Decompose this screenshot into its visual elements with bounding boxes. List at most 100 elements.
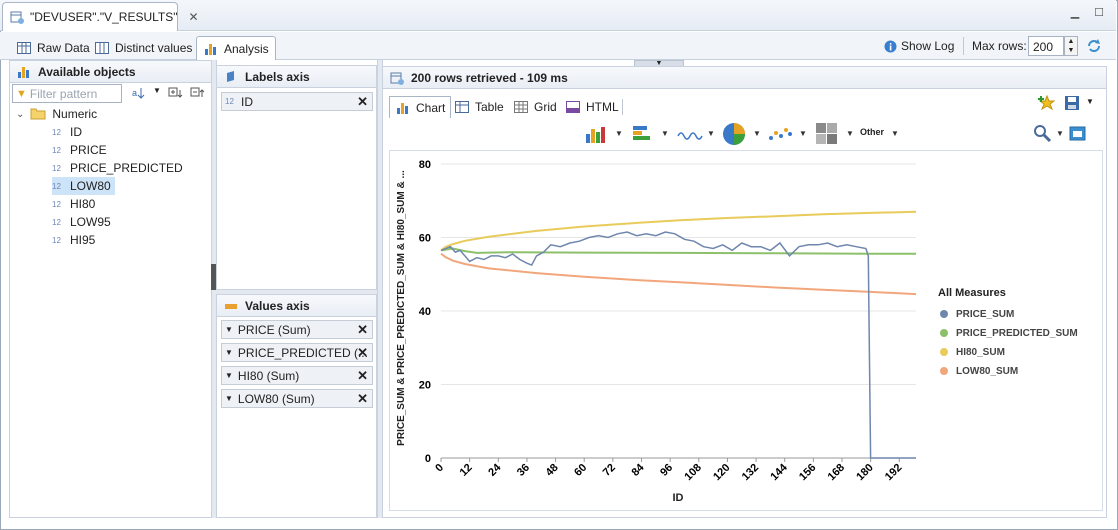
heatmap-chart-menu-arrow[interactable]: ▼ xyxy=(846,129,854,138)
max-rows-input[interactable]: 200 xyxy=(1028,36,1064,56)
numeric-type-tag: 12 xyxy=(52,182,64,191)
refresh-icon[interactable] xyxy=(1086,38,1102,57)
x-tick-label: 96 xyxy=(658,462,675,479)
settings-icon[interactable] xyxy=(1033,124,1053,145)
legend-item[interactable]: HI80_SUM xyxy=(940,344,1005,360)
other-chart-menu-arrow[interactable]: ▼ xyxy=(891,129,899,138)
values-axis-chip[interactable]: ▼ PRICE (Sum) ✕ xyxy=(221,320,373,339)
numeric-type-tag: 12 xyxy=(52,128,64,137)
query-icon xyxy=(389,70,405,86)
remove-icon[interactable]: ✕ xyxy=(357,94,368,110)
chart-tab-html[interactable]: HTML xyxy=(560,96,624,118)
scatter-chart-menu-arrow[interactable]: ▼ xyxy=(799,129,807,138)
numeric-type-tag: 12 xyxy=(52,200,64,209)
tree-item-label: HI95 xyxy=(70,233,95,247)
y-axis-label: PRICE_SUM & PRICE_PREDICTED_SUM & HI80_S… xyxy=(396,170,407,446)
toolbar-separator xyxy=(963,37,964,55)
collapse-all-icon[interactable] xyxy=(190,86,206,103)
axis-icon xyxy=(223,69,239,85)
expand-all-icon[interactable] xyxy=(168,86,184,103)
max-rows-spinner[interactable]: ▲ ▼ xyxy=(1064,36,1078,56)
series-line-low80-sum[interactable] xyxy=(441,254,916,294)
tree-item-label: LOW95 xyxy=(70,215,111,229)
numeric-type-tag: 12 xyxy=(52,236,64,245)
bar-chart-type-icon[interactable] xyxy=(585,124,607,147)
close-icon[interactable]: ✕ xyxy=(189,10,199,24)
chip-menu-arrow[interactable]: ▼ xyxy=(225,371,233,380)
chart-tab-grid[interactable]: Grid xyxy=(508,96,562,118)
heatmap-chart-type-icon[interactable] xyxy=(815,122,839,149)
chart-tab-grid-label: Grid xyxy=(534,100,557,114)
legend-title: All Measures xyxy=(938,287,1006,299)
remove-icon[interactable]: ✕ xyxy=(357,345,368,361)
y-tick-label: 80 xyxy=(419,159,431,171)
series-line-price-sum[interactable] xyxy=(441,232,916,458)
numeric-type-tag: 12 xyxy=(52,146,64,155)
tree-folder-numeric[interactable]: ⌄ Numeric xyxy=(16,105,97,123)
x-tick-label: 12 xyxy=(458,462,475,479)
hbar-chart-menu-arrow[interactable]: ▼ xyxy=(661,129,669,138)
add-favorite-icon[interactable] xyxy=(1038,94,1056,115)
save-menu-arrow[interactable]: ▼ xyxy=(1086,97,1094,106)
tree-item-label: PRICE xyxy=(70,143,107,157)
remove-icon[interactable]: ✕ xyxy=(357,368,368,384)
values-axis-chip[interactable]: ▼ PRICE_PREDICTED (... ✕ xyxy=(221,343,373,362)
bar-chart-menu-arrow[interactable]: ▼ xyxy=(615,129,623,138)
tab-analysis[interactable]: Analysis xyxy=(196,36,276,60)
settings-menu-arrow[interactable]: ▼ xyxy=(1056,129,1064,138)
values-axis-chip[interactable]: ▼ LOW80 (Sum) ✕ xyxy=(221,389,373,408)
tab-distinct-values[interactable]: Distinct values xyxy=(88,36,198,60)
x-tick-label: 84 xyxy=(629,461,647,479)
chip-menu-arrow[interactable]: ▼ xyxy=(225,348,233,357)
tab-raw-data[interactable]: Raw Data xyxy=(10,36,96,60)
remove-icon[interactable]: ✕ xyxy=(357,322,368,338)
sort-menu-arrow[interactable]: ▼ xyxy=(153,86,161,95)
scatter-chart-type-icon[interactable] xyxy=(768,124,794,147)
tree-item[interactable]: 12 HI95 xyxy=(52,231,95,249)
line-chart-menu-arrow[interactable]: ▼ xyxy=(707,129,715,138)
other-chart-button[interactable]: Other xyxy=(860,127,884,137)
pie-chart-type-icon[interactable] xyxy=(722,122,748,149)
chevron-down-icon[interactable]: ⌄ xyxy=(16,109,24,120)
hbar-chart-type-icon[interactable] xyxy=(632,124,654,147)
chart-tab-chart-label: Chart xyxy=(416,101,445,115)
numeric-type-tag: 12 xyxy=(225,97,237,106)
chart-tab-table[interactable]: Table xyxy=(449,96,509,118)
tree-item[interactable]: 12 LOW95 xyxy=(52,213,111,231)
legend-item[interactable]: PRICE_SUM xyxy=(940,306,1014,322)
series-line-price-predicted-sum[interactable] xyxy=(441,249,916,254)
measure-icon xyxy=(223,298,239,314)
available-objects-header: Available objects xyxy=(10,61,212,83)
labels-axis-chip[interactable]: 12 ID ✕ xyxy=(221,92,373,111)
tree-item[interactable]: 12 PRICE_PREDICTED xyxy=(52,159,183,177)
editor-tab[interactable]: "DEVUSER"."V_RESULTS" ✕ xyxy=(2,2,178,31)
pie-chart-menu-arrow[interactable]: ▼ xyxy=(753,129,761,138)
table-icon xyxy=(454,99,470,115)
chart-properties-icon[interactable] xyxy=(1069,124,1087,145)
tree-folder-label: Numeric xyxy=(52,107,97,121)
numeric-type-tag: 12 xyxy=(52,218,64,227)
html-icon xyxy=(565,99,581,115)
values-axis-chip-label: HI80 (Sum) xyxy=(238,369,299,383)
bar-chart-icon xyxy=(203,41,219,57)
chip-menu-arrow[interactable]: ▼ xyxy=(225,394,233,403)
tree-item[interactable]: 12 HI80 xyxy=(52,195,95,213)
remove-icon[interactable]: ✕ xyxy=(357,391,368,407)
sort-icon[interactable]: a xyxy=(132,86,148,103)
chip-menu-arrow[interactable]: ▼ xyxy=(225,325,233,334)
x-tick-label: 156 xyxy=(797,462,818,483)
legend-item[interactable]: PRICE_PREDICTED_SUM xyxy=(940,325,1078,341)
filter-input[interactable]: ▼ Filter pattern xyxy=(12,84,122,103)
maximize-icon[interactable]: ☐ xyxy=(1092,7,1106,19)
show-log-button[interactable]: Show Log xyxy=(901,39,954,53)
tree-item[interactable]: 12 LOW80 xyxy=(52,177,115,195)
line-chart-type-icon[interactable] xyxy=(677,124,705,147)
chart-tab-chart[interactable]: Chart xyxy=(389,96,451,118)
minimize-icon[interactable]: ▁ xyxy=(1068,7,1082,19)
values-axis-chip[interactable]: ▼ HI80 (Sum) ✕ xyxy=(221,366,373,385)
x-tick-label: 24 xyxy=(486,461,504,479)
tree-item[interactable]: 12 PRICE xyxy=(52,141,107,159)
legend-item[interactable]: LOW80_SUM xyxy=(940,363,1018,379)
tree-item[interactable]: 12 ID xyxy=(52,123,82,141)
save-icon[interactable] xyxy=(1064,95,1080,114)
